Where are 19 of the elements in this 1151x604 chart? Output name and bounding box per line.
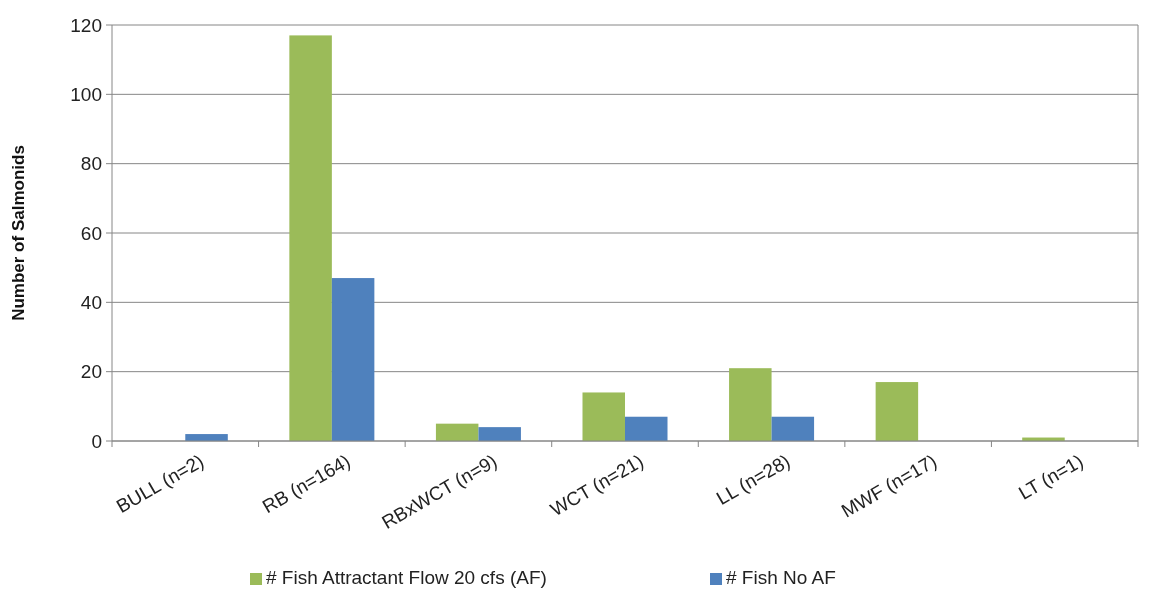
bar (625, 416, 668, 441)
y-tick-label: 120 (70, 14, 102, 36)
bar (875, 382, 919, 441)
y-tick-label: 40 (80, 291, 102, 313)
y-tick-label: 20 (80, 361, 102, 383)
bar (478, 427, 521, 441)
bar (582, 392, 625, 441)
legend-label: # Fish No AF (726, 567, 836, 588)
bar (289, 35, 332, 441)
bar (729, 368, 772, 441)
y-tick-label: 100 (70, 83, 102, 105)
legend-label: # Fish Attractant Flow 20 cfs (AF) (266, 567, 547, 588)
bar (435, 423, 479, 441)
bar (771, 416, 815, 441)
y-tick-label: 60 (80, 222, 102, 244)
bar (331, 278, 375, 441)
y-tick-label: 0 (91, 430, 102, 452)
y-tick-label: 80 (80, 153, 102, 175)
y-axis-title: Number of Salmonids (9, 145, 28, 321)
